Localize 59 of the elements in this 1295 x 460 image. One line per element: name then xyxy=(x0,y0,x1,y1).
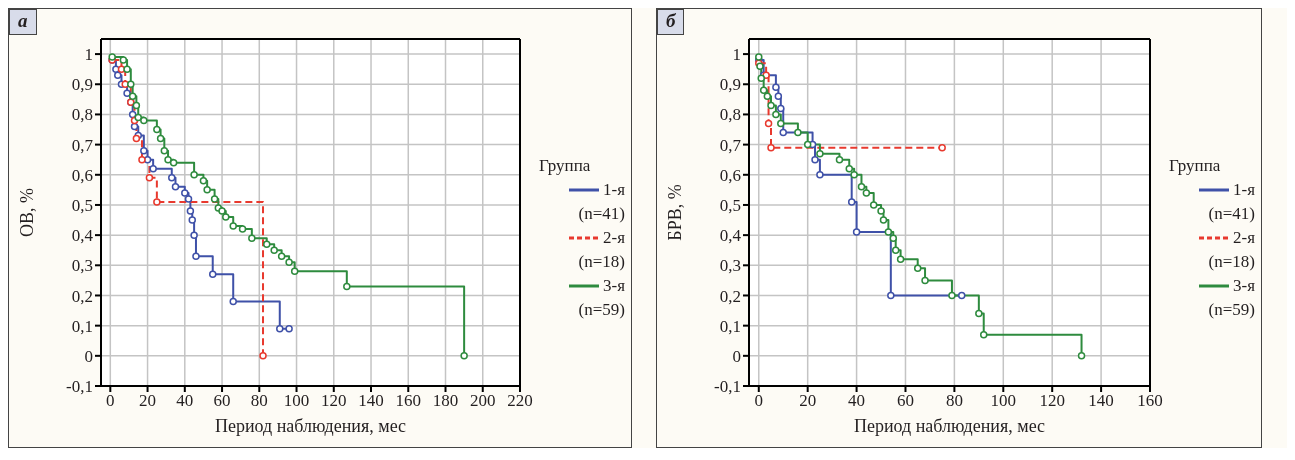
y-tick-label: -0,1 xyxy=(66,377,93,397)
legend-title: Группа xyxy=(539,155,592,177)
x-tick-label: 100 xyxy=(283,391,310,411)
y-axis-title: БРВ, % xyxy=(665,184,686,241)
x-tick-label: 100 xyxy=(990,391,1017,411)
y-tick-label: 0,7 xyxy=(719,135,742,155)
x-tick-label: 120 xyxy=(1039,391,1065,411)
x-tick-label: 140 xyxy=(358,391,384,411)
legend-label: 3-я (n=59) xyxy=(1207,275,1255,321)
y-tick-label: 1 xyxy=(732,45,741,65)
y-tick-label: 0,2 xyxy=(71,286,93,306)
x-tick-label: 20 xyxy=(139,391,157,411)
x-axis-title: Период наблюдения, мес xyxy=(214,416,407,436)
y-tick-label: 0,5 xyxy=(71,195,93,215)
y-tick-label: 0,6 xyxy=(719,165,741,185)
legend-label: 1-я (n=41) xyxy=(577,179,625,225)
y-tick-label: -0,1 xyxy=(714,377,741,397)
y-tick-label: 0 xyxy=(732,346,741,366)
legend-title: Группа xyxy=(1169,155,1222,177)
x-tick-label: 60 xyxy=(213,391,231,411)
y-tick-label: 0,8 xyxy=(71,105,93,125)
x-tick-label: 200 xyxy=(470,391,496,411)
x-tick-label: 20 xyxy=(799,391,817,411)
x-tick-label: 60 xyxy=(896,391,914,411)
x-tick-label: 80 xyxy=(250,391,268,411)
chart-title: а xyxy=(9,9,37,35)
y-tick-label: 1 xyxy=(84,45,93,65)
y-tick-label: 0,9 xyxy=(719,75,741,95)
x-tick-label: 160 xyxy=(1137,391,1163,411)
y-axis-title: ОВ, % xyxy=(17,188,38,237)
y-tick-label: 0,2 xyxy=(719,286,741,306)
y-tick-label: 0,1 xyxy=(719,316,741,336)
y-tick-label: 0,5 xyxy=(719,195,741,215)
y-tick-label: 0,7 xyxy=(71,135,94,155)
y-tick-label: 0 xyxy=(84,346,93,366)
y-tick-label: 0,4 xyxy=(719,226,742,246)
x-tick-label: 120 xyxy=(321,391,347,411)
y-tick-label: 0,9 xyxy=(71,75,93,95)
x-tick-label: 80 xyxy=(945,391,963,411)
legend-label: 1-я (n=41) xyxy=(1207,179,1255,225)
legend-label: 2-я (n=18) xyxy=(1207,227,1255,273)
y-tick-label: 0,3 xyxy=(71,256,93,276)
x-tick-label: 40 xyxy=(848,391,866,411)
y-tick-label: 0,6 xyxy=(71,165,93,185)
chart-title: б xyxy=(657,9,685,35)
y-tick-label: 0,4 xyxy=(71,226,94,246)
legend-label: 2-я (n=18) xyxy=(577,227,625,273)
x-tick-label: 40 xyxy=(176,391,194,411)
legend-label: 3-я (n=59) xyxy=(577,275,625,321)
y-tick-label: 0,3 xyxy=(719,256,741,276)
y-tick-label: 0,1 xyxy=(71,316,93,336)
x-tick-label: 140 xyxy=(1088,391,1114,411)
x-tick-label: 0 xyxy=(754,391,764,411)
x-axis-title: Период наблюдения, мес xyxy=(853,416,1046,436)
y-tick-label: 0,8 xyxy=(719,105,741,125)
x-tick-label: 180 xyxy=(432,391,459,411)
x-tick-label: 220 xyxy=(507,391,533,411)
x-tick-label: 160 xyxy=(395,391,422,411)
x-tick-label: 0 xyxy=(106,391,115,411)
